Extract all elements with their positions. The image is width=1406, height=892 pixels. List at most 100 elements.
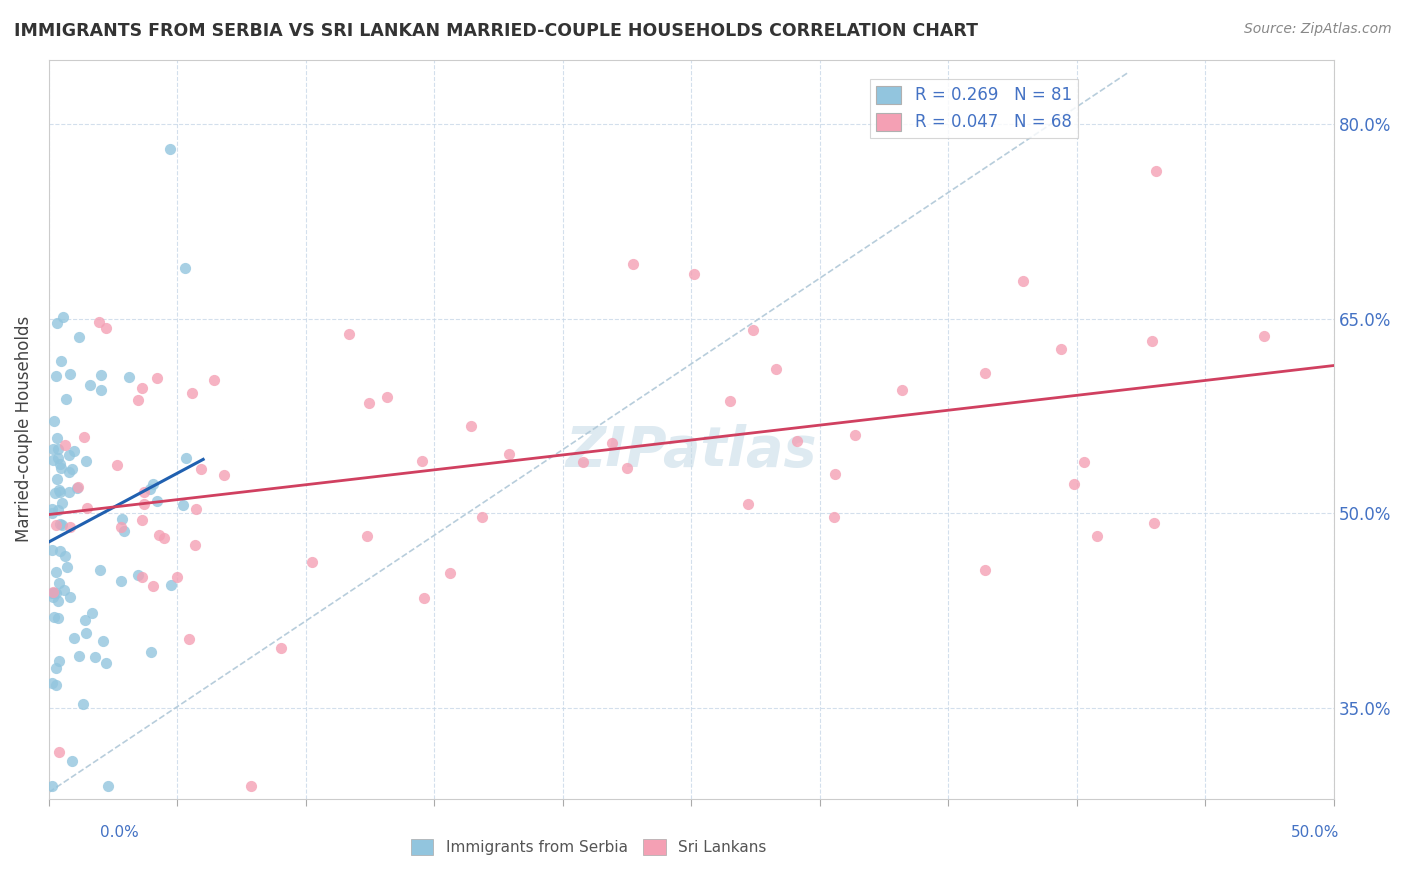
Point <box>60 462 83 476</box>
Point <box>76 500 98 515</box>
Point <box>1085 529 1108 543</box>
Point <box>131 381 153 395</box>
Point <box>67 480 90 494</box>
Point <box>132 497 155 511</box>
Point <box>59 520 82 534</box>
Point <box>58 484 80 499</box>
Point <box>471 510 494 524</box>
Point <box>1063 477 1085 491</box>
Point <box>55 560 77 574</box>
Point <box>1050 342 1073 356</box>
Point <box>48 458 70 472</box>
Point <box>184 502 207 516</box>
Point <box>94 321 117 335</box>
Point <box>53 438 76 452</box>
Point <box>138 482 160 496</box>
Point <box>142 477 165 491</box>
Point <box>42 585 65 599</box>
Point <box>79 378 101 392</box>
Point <box>94 656 117 670</box>
Point <box>132 484 155 499</box>
Point <box>718 393 741 408</box>
Point <box>67 330 90 344</box>
Point <box>41 506 63 520</box>
Point <box>45 586 67 600</box>
Point <box>59 590 82 604</box>
Point <box>127 393 149 408</box>
Point <box>498 446 520 460</box>
Point <box>41 676 63 690</box>
Point <box>44 609 66 624</box>
Point <box>46 472 69 486</box>
Point <box>80 606 103 620</box>
Point <box>765 362 787 376</box>
Point <box>1012 274 1035 288</box>
Point <box>159 142 181 156</box>
Point <box>52 310 75 325</box>
Point <box>89 563 111 577</box>
Point <box>127 568 149 582</box>
Text: Source: ZipAtlas.com: Source: ZipAtlas.com <box>1244 22 1392 37</box>
Text: ZIPatlas: ZIPatlas <box>565 425 817 478</box>
Point <box>48 576 70 591</box>
Point <box>48 442 70 456</box>
Point <box>72 697 94 711</box>
Point <box>41 590 63 604</box>
Text: 50.0%: 50.0% <box>1291 825 1339 840</box>
Point <box>166 570 188 584</box>
Point <box>181 386 204 401</box>
Point <box>53 582 76 597</box>
Point <box>48 654 70 668</box>
Point <box>45 368 67 383</box>
Point <box>48 745 70 759</box>
Point <box>105 458 128 472</box>
Point <box>58 465 80 479</box>
Point <box>890 384 912 398</box>
Point <box>49 354 72 368</box>
Point <box>844 428 866 442</box>
Point <box>301 555 323 569</box>
Point <box>172 498 194 512</box>
Point <box>49 543 72 558</box>
Point <box>270 640 292 655</box>
Point <box>460 418 482 433</box>
Point <box>63 443 86 458</box>
Point <box>600 435 623 450</box>
Point <box>42 442 65 456</box>
Point <box>93 633 115 648</box>
Point <box>41 779 63 793</box>
Point <box>51 460 73 475</box>
Point <box>142 579 165 593</box>
Point <box>141 645 163 659</box>
Point <box>67 648 90 663</box>
Point <box>824 467 846 481</box>
Point <box>44 486 66 500</box>
Point <box>683 268 706 282</box>
Text: IMMIGRANTS FROM SERBIA VS SRI LANKAN MARRIED-COUPLE HOUSEHOLDS CORRELATION CHART: IMMIGRANTS FROM SERBIA VS SRI LANKAN MAR… <box>14 22 979 40</box>
Point <box>97 779 120 793</box>
Point <box>1142 334 1164 348</box>
Point <box>131 570 153 584</box>
Point <box>46 503 69 517</box>
Point <box>90 368 112 382</box>
Point <box>356 529 378 543</box>
Point <box>51 496 73 510</box>
Point <box>45 566 67 580</box>
Point <box>59 367 82 381</box>
Point <box>112 524 135 538</box>
Point <box>110 520 132 534</box>
Point <box>179 632 201 647</box>
Point <box>823 509 845 524</box>
Point <box>46 451 69 466</box>
Point <box>131 513 153 527</box>
Point <box>974 367 997 381</box>
Point <box>111 512 134 526</box>
Point <box>48 483 70 498</box>
Point <box>41 502 63 516</box>
Point <box>55 392 77 407</box>
Point <box>621 257 644 271</box>
Point <box>1073 455 1095 469</box>
Point <box>616 461 638 475</box>
Legend: R = 0.269   N = 81, R = 0.047   N = 68: R = 0.269 N = 81, R = 0.047 N = 68 <box>869 79 1078 138</box>
Y-axis label: Married-couple Households: Married-couple Households <box>15 316 32 542</box>
